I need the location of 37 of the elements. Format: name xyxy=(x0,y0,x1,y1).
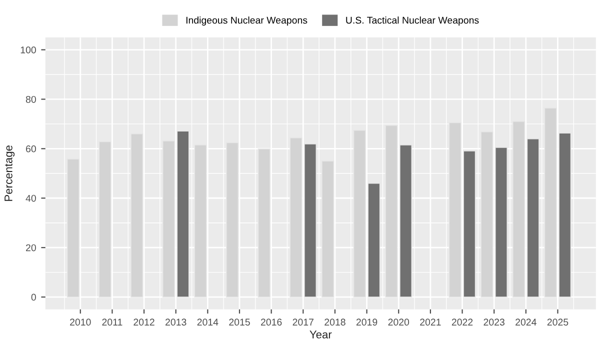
x-tick-label: 2012 xyxy=(134,318,154,326)
y-tick-label: 0 xyxy=(31,294,36,301)
bar xyxy=(494,147,508,298)
bar xyxy=(226,142,239,298)
legend-label: U.S. Tactical Nuclear Weapons xyxy=(346,16,479,26)
bar xyxy=(98,141,112,298)
x-tick-label: 2025 xyxy=(547,318,568,326)
x-tick-label: 2011 xyxy=(102,318,122,326)
x-tick-label: 2016 xyxy=(261,318,282,326)
y-tick-label: 20 xyxy=(26,244,36,252)
legend-label: Indigeous Nuclear Weapons xyxy=(186,16,308,26)
bar xyxy=(512,121,526,298)
y-tick-label: 40 xyxy=(26,194,36,202)
y-tick-label: 80 xyxy=(26,96,36,103)
y-tick-label: 100 xyxy=(20,46,36,54)
x-tick-label: 2019 xyxy=(356,318,378,326)
x-tick-label: 2021 xyxy=(420,318,441,326)
y-axis-title: Percentage xyxy=(4,145,15,201)
bar xyxy=(194,144,207,298)
x-tick-label: 2014 xyxy=(197,318,218,326)
bar xyxy=(258,148,270,298)
x-tick-label: 2017 xyxy=(292,318,314,326)
y-tick-label: 60 xyxy=(26,145,36,152)
x-axis-title: Year xyxy=(310,330,332,338)
bar xyxy=(480,131,494,298)
bar xyxy=(130,133,144,298)
x-tick-label: 2018 xyxy=(324,318,346,326)
x-tick-label: 2010 xyxy=(70,318,91,326)
bar xyxy=(322,160,334,298)
x-tick-label: 2015 xyxy=(229,318,250,326)
x-tick-label: 2013 xyxy=(166,318,186,326)
x-tick-label: 2022 xyxy=(452,318,473,326)
bar xyxy=(66,158,80,298)
bar xyxy=(526,138,540,298)
x-tick-label: 2020 xyxy=(388,318,410,326)
x-tick-label: 2023 xyxy=(484,318,504,326)
x-tick-label: 2024 xyxy=(516,318,536,326)
